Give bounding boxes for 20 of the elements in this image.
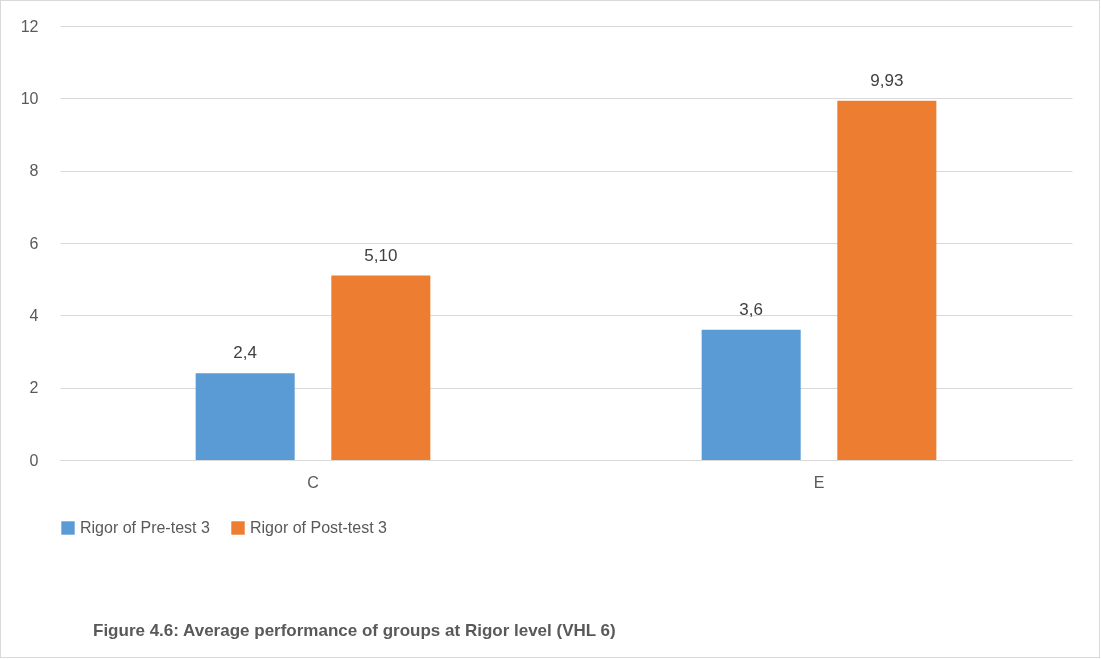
data-label: 3,6 [739,299,763,319]
y-tick-label: 2 [29,379,39,397]
data-label: 9,93 [870,70,904,90]
y-tick-label: 0 [29,451,39,469]
y-tick-label: 12 [20,17,39,35]
y-tick-label: 4 [29,306,39,324]
bar [701,329,801,460]
y-tick-label: 10 [20,89,39,107]
x-tick-label: E [813,473,825,491]
y-tick-label: 6 [29,234,39,252]
data-label: 5,10 [364,245,398,265]
bar [331,275,431,460]
legend-label: Rigor of Pre-test 3 [80,519,210,536]
legend-label: Rigor of Post-test 3 [250,519,388,536]
y-tick-label: 8 [29,162,39,180]
x-tick-label: C [307,473,319,491]
caption: Figure 4.6: Average performance of groups at Rigor level (VHL 6) [93,621,616,641]
bar [195,373,295,460]
bar [837,100,937,460]
data-label: 2,4 [233,343,257,363]
